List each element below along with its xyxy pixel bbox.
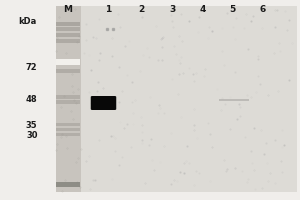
Text: 6: 6 bbox=[260, 5, 266, 15]
Bar bbox=[56, 27, 80, 31]
Text: 2: 2 bbox=[138, 5, 144, 15]
Bar bbox=[56, 100, 80, 104]
Bar bbox=[56, 59, 80, 65]
Text: 72: 72 bbox=[26, 62, 38, 72]
Text: kDa: kDa bbox=[18, 18, 36, 26]
Text: 4: 4 bbox=[199, 5, 206, 15]
Bar bbox=[56, 6, 81, 192]
Text: 30: 30 bbox=[26, 130, 38, 140]
Bar bbox=[56, 22, 80, 26]
Text: M: M bbox=[63, 5, 72, 15]
Text: 3: 3 bbox=[169, 5, 175, 15]
Text: 48: 48 bbox=[26, 96, 38, 104]
Bar bbox=[56, 95, 80, 99]
Bar bbox=[56, 132, 80, 136]
Text: 1: 1 bbox=[105, 5, 111, 15]
Bar bbox=[56, 69, 80, 73]
Bar bbox=[56, 39, 80, 43]
Bar bbox=[56, 122, 80, 126]
Bar bbox=[56, 182, 80, 186]
Bar bbox=[56, 128, 80, 130]
Bar bbox=[56, 33, 80, 37]
Text: 5: 5 bbox=[230, 5, 236, 15]
Bar bbox=[81, 6, 297, 192]
Bar bbox=[219, 99, 249, 101]
Text: 35: 35 bbox=[26, 120, 38, 130]
FancyBboxPatch shape bbox=[91, 96, 116, 110]
